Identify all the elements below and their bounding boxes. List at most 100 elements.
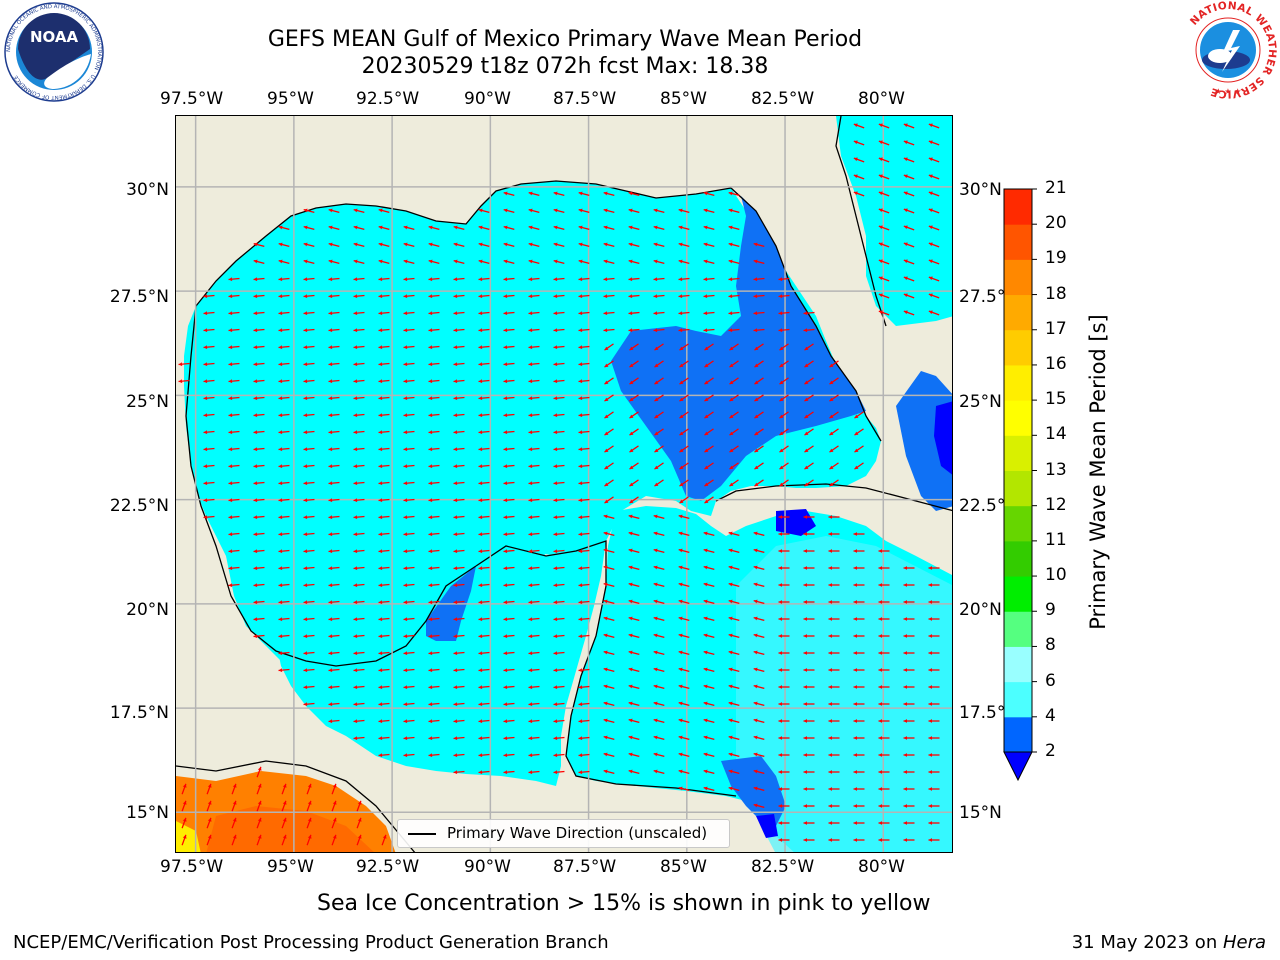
wave-arrow-head <box>754 448 759 453</box>
wave-arrow-head <box>253 413 258 418</box>
wave-arrow-head <box>353 328 358 333</box>
wave-arrow-head <box>653 565 658 570</box>
wave-arrow-head <box>328 294 333 299</box>
wave-arrow-head <box>654 465 659 470</box>
wave-arrow-head <box>203 328 208 333</box>
wave-arrow-head <box>653 548 658 553</box>
wave-arrow-head <box>228 549 233 554</box>
wave-arrow-head <box>503 277 508 282</box>
wave-arrow-head <box>754 465 759 470</box>
wave-arrow-head <box>428 617 433 622</box>
wave-arrow-head <box>753 718 758 723</box>
wave-arrow-head <box>428 532 433 537</box>
wave-arrow-head <box>428 753 433 758</box>
wave-arrow-head <box>278 362 283 367</box>
wave-arrow-head <box>553 464 558 469</box>
lat-label: 30°N <box>959 180 1002 200</box>
wave-arrow-head <box>303 532 308 537</box>
wave-arrow-head <box>353 379 358 384</box>
wave-arrow-head <box>628 650 633 655</box>
wave-arrow-head <box>829 482 834 487</box>
wave-arrow-head <box>853 140 858 145</box>
lon-label: 87.5°W <box>553 857 617 877</box>
colorbar-segment <box>1004 294 1032 331</box>
wave-arrow-head <box>678 311 683 316</box>
wave-arrow-head <box>653 277 658 282</box>
wave-arrow-head <box>503 617 508 622</box>
wave-arrow-head <box>628 565 633 570</box>
wave-arrow-head <box>478 294 483 299</box>
wave-arrow-head <box>403 396 408 401</box>
wave-arrow-head <box>553 225 558 230</box>
wave-arrow-head <box>478 311 483 316</box>
wave-arrow-head <box>778 328 783 333</box>
wave-arrow-head <box>828 685 833 689</box>
wave-arrow-head <box>753 650 758 655</box>
wave-arrow-head <box>703 311 708 316</box>
wave-arrow-head <box>753 684 758 689</box>
wave-arrow-head <box>328 617 333 622</box>
wave-arrow-head <box>578 311 583 316</box>
wave-arrow-head <box>903 242 908 247</box>
wave-arrow-head <box>503 651 508 656</box>
wave-arrow-head <box>478 702 483 707</box>
wave-arrow-head <box>604 499 609 504</box>
legend-line-icon <box>408 833 436 835</box>
wave-arrow-head <box>778 821 783 825</box>
lon-label: 95°W <box>267 89 314 109</box>
wave-arrow-head <box>382 834 387 839</box>
wave-arrow-head <box>703 208 708 213</box>
wave-arrow-head <box>778 736 783 740</box>
wave-arrow-head <box>928 140 933 145</box>
wave-arrow-head <box>778 668 783 672</box>
wave-arrow-head <box>603 531 608 536</box>
wave-arrow-head <box>779 380 784 385</box>
wave-arrow-head <box>478 362 483 367</box>
wave-arrow-head <box>778 753 783 757</box>
wave-arrow-head <box>603 701 608 706</box>
wave-arrow-head <box>928 157 933 162</box>
wave-arrow-head <box>678 208 683 213</box>
wave-arrow-head <box>403 668 408 673</box>
wave-arrow-head <box>603 650 608 655</box>
wave-arrow-head <box>257 817 262 822</box>
wave-arrow-head <box>903 140 908 145</box>
gulf-coastline <box>195 180 732 307</box>
wave-arrow-head <box>553 481 558 486</box>
colorbar-segment <box>1004 540 1032 577</box>
wave-arrow-head <box>878 293 883 298</box>
wave-arrow-head <box>779 431 784 436</box>
wave-arrow-head <box>553 685 558 690</box>
wave-arrow-head <box>328 719 333 724</box>
wave-arrow-head <box>228 345 233 350</box>
wave-arrow-head <box>232 817 237 822</box>
wave-arrow-head <box>528 413 533 418</box>
wave-arrow-head <box>853 157 858 162</box>
wave-arrow-head <box>328 362 333 367</box>
wave-arrow-head <box>203 362 208 367</box>
wave-arrow-head <box>353 532 358 537</box>
wave-arrow-head <box>628 616 633 621</box>
colorbar-tick-label: 21 <box>1045 178 1067 198</box>
wave-arrow-head <box>853 668 858 672</box>
wave-arrow-head <box>903 685 908 689</box>
wave-arrow-head <box>378 498 383 503</box>
wave-arrow-head <box>453 498 458 503</box>
lon-label: 85°W <box>660 857 707 877</box>
wave-arrow-head <box>853 770 858 774</box>
wave-arrow-head <box>503 668 508 673</box>
wave-arrow-head <box>603 752 608 757</box>
wave-arrow-head <box>728 599 733 604</box>
wave-arrow-head <box>853 753 858 757</box>
wave-arrow-head <box>778 294 783 299</box>
wave-arrow-head <box>704 448 709 453</box>
wave-arrow-head <box>378 277 383 282</box>
wave-arrow-head <box>278 345 283 350</box>
wave-arrow-head <box>628 633 633 638</box>
colorbar-segment <box>1004 189 1032 225</box>
wave-arrow-head <box>878 838 883 842</box>
wave-arrow-head <box>853 821 858 825</box>
wave-arrow-head <box>328 481 333 486</box>
wave-arrow-head <box>828 787 833 791</box>
wave-arrow-head <box>604 397 609 402</box>
